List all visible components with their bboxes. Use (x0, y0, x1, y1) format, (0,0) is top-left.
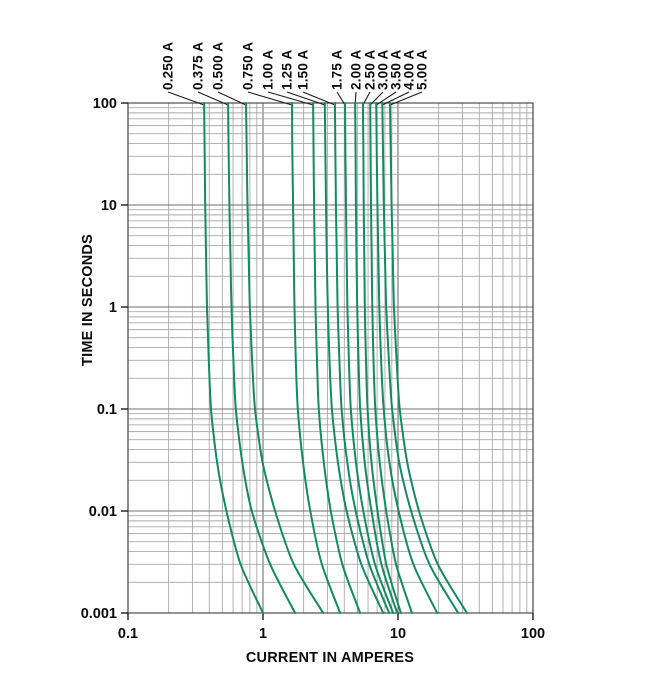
curve-rating-label: 1.25 A (280, 49, 295, 90)
x-tick-label: 10 (390, 626, 406, 642)
x-axis-title: CURRENT IN AMPERES (245, 650, 415, 666)
curve-rating-label: 3.50 A (389, 49, 404, 90)
curve-4-00-a (381, 102, 460, 614)
curve-1-25-a (323, 102, 385, 614)
curve-rating-label: 0.250 A (161, 42, 176, 90)
label-leader-line (362, 91, 371, 106)
x-tick-label: 1 (259, 626, 267, 642)
curve-rating-label: 4.00 A (402, 49, 417, 90)
curve-rating-label: 5.00 A (415, 49, 430, 90)
curve-1-50-a (333, 102, 391, 614)
y-tick-label: 0.001 (81, 606, 117, 622)
y-tick-label: 100 (93, 96, 117, 112)
curve-1-00-a (312, 102, 362, 614)
curve-2-00-a (354, 102, 399, 614)
label-leader-line (267, 91, 314, 106)
y-tick-label: 10 (101, 198, 117, 214)
label-leader-line (336, 91, 346, 106)
y-axis-title: TIME IN SECONDS (80, 234, 96, 366)
curve-0-500-a (245, 102, 325, 614)
label-leader-line (286, 91, 325, 106)
curve-rating-label: 1.00 A (261, 49, 276, 90)
label-leader-line (247, 91, 293, 106)
curve-0-750-a (291, 102, 342, 614)
curve-rating-label: 0.500 A (211, 42, 226, 90)
y-tick-label: 0.01 (89, 504, 117, 520)
curve-2-50-a (361, 102, 402, 614)
curve-rating-label: 1.50 A (296, 49, 311, 90)
plot-border (127, 102, 534, 614)
curve-3-00-a (369, 102, 413, 614)
curve-1-75-a (344, 102, 395, 614)
label-leader-line (369, 91, 384, 106)
curve-rating-label: 2.00 A (349, 49, 364, 90)
curve-rating-label: 0.750 A (241, 42, 256, 90)
label-leader-line (217, 91, 247, 106)
label-leader-line (375, 91, 397, 106)
label-leader-line (167, 91, 205, 106)
label-leader-line (382, 91, 410, 106)
curve-rating-label: 1.75 A (330, 49, 345, 90)
x-tick-label: 0.1 (118, 626, 138, 642)
curve-rating-label: 3.00 A (376, 49, 391, 90)
curve-rating-label: 2.50 A (363, 49, 378, 90)
y-tick-label: 1 (109, 300, 117, 316)
x-tick-label: 100 (521, 626, 545, 642)
label-leader-line (389, 91, 423, 106)
curve-3-50-a (375, 102, 439, 614)
y-tick-label: 0.1 (97, 402, 117, 418)
label-leader-line (302, 91, 336, 106)
curve-5-00-a (389, 102, 468, 614)
label-leader-line (197, 91, 229, 106)
curve-0-250-a (203, 102, 264, 614)
curve-rating-label: 0.375 A (191, 42, 206, 90)
curve-0-375-a (227, 102, 297, 614)
